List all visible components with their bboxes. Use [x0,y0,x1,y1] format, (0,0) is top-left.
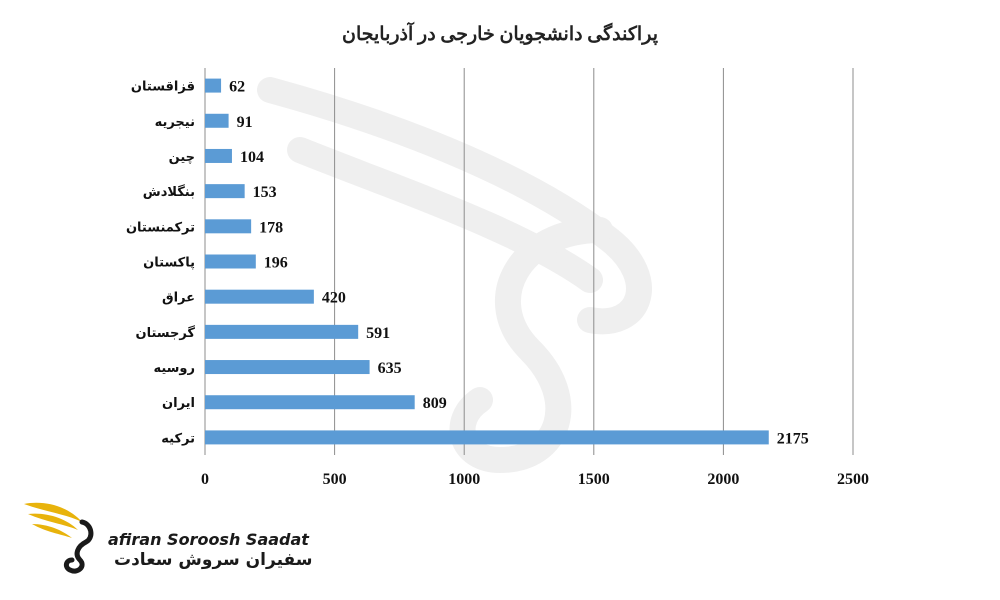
x-tick-label: 500 [323,471,347,488]
value-label: 196 [264,255,288,272]
category-label: نیجریه [155,115,195,130]
category-label: ایران [162,396,195,411]
category-label: ترکیه [161,431,195,446]
value-label: 178 [259,219,283,236]
brand-name-english: afiran Soroosh Saadat [108,530,309,549]
value-label: 635 [378,360,402,377]
bar [205,360,370,375]
category-label: روسیه [153,361,195,376]
brand-name-persian: سفیران سروش سعادت [114,550,313,570]
bar [205,113,229,128]
category-label: عراق [162,291,195,306]
value-label: 591 [366,325,390,342]
background-watermark [257,77,652,474]
bar [205,395,415,410]
bar [205,78,222,93]
brand-logo: afiran Soroosh Saadat سفیران سروش سعادت [22,492,312,582]
x-tick-label: 1000 [448,471,480,488]
value-label: 104 [240,149,264,166]
category-labels: قزاقستان نیجریه چین بنگلادش ترکمنستان پاکستان… [126,80,195,447]
bar [205,184,245,199]
bar [205,324,359,339]
chart-title: پراکندگی دانشجویان خارجی در آذربایجان [342,21,658,45]
bar [205,148,232,163]
value-label: 420 [322,290,346,307]
bar [205,430,769,445]
value-labels: 62 91 104 153 178 196 420 591 635 809 2175 [229,79,809,448]
category-label: ترکمنستان [126,220,195,235]
category-label: گرجستان [135,325,195,341]
category-label: قزاقستان [131,80,195,95]
bar [205,219,252,234]
category-label: بنگلادش [143,184,195,200]
value-label: 809 [423,395,447,412]
value-label: 153 [253,184,277,201]
bar [205,254,256,269]
x-tick-label: 2000 [707,471,739,488]
x-tick-label: 2500 [837,471,869,488]
bars [205,78,769,445]
value-label: 62 [229,79,245,96]
x-axis-ticks: 0 500 1000 1500 2000 2500 [201,471,869,488]
bar [205,289,314,304]
category-label: پاکستان [143,256,195,271]
category-label: چین [169,150,195,165]
x-tick-label: 1500 [578,471,610,488]
value-label: 2175 [777,430,809,447]
swan-wing-logo-icon [24,502,94,574]
x-tick-label: 0 [201,471,209,488]
value-label: 91 [237,114,253,131]
